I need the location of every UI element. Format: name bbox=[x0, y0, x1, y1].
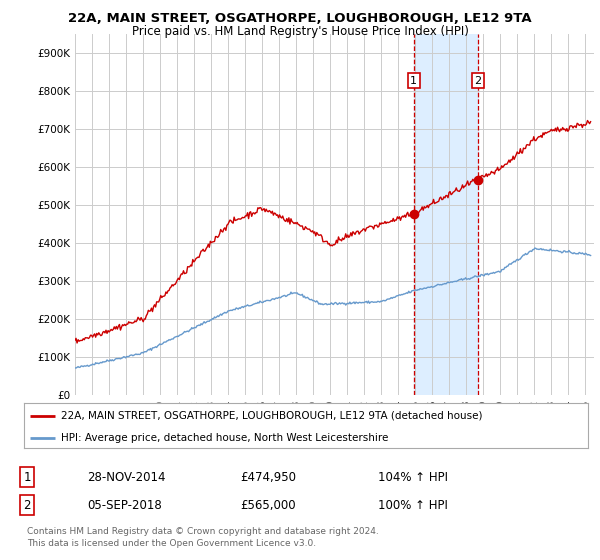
Text: 1: 1 bbox=[23, 470, 31, 484]
Text: 2: 2 bbox=[23, 498, 31, 512]
Text: 104% ↑ HPI: 104% ↑ HPI bbox=[378, 470, 448, 484]
Text: 2: 2 bbox=[475, 76, 482, 86]
Text: 05-SEP-2018: 05-SEP-2018 bbox=[87, 498, 162, 512]
Text: £565,000: £565,000 bbox=[240, 498, 296, 512]
Text: Contains HM Land Registry data © Crown copyright and database right 2024.
This d: Contains HM Land Registry data © Crown c… bbox=[27, 527, 379, 548]
Bar bbox=[414, 34, 478, 395]
Text: 22A, MAIN STREET, OSGATHORPE, LOUGHBOROUGH, LE12 9TA (detached house): 22A, MAIN STREET, OSGATHORPE, LOUGHBOROU… bbox=[61, 410, 482, 421]
Text: Price paid vs. HM Land Registry's House Price Index (HPI): Price paid vs. HM Land Registry's House … bbox=[131, 25, 469, 38]
Text: 22A, MAIN STREET, OSGATHORPE, LOUGHBOROUGH, LE12 9TA: 22A, MAIN STREET, OSGATHORPE, LOUGHBOROU… bbox=[68, 12, 532, 25]
Text: 28-NOV-2014: 28-NOV-2014 bbox=[87, 470, 166, 484]
Text: £474,950: £474,950 bbox=[240, 470, 296, 484]
Text: 1: 1 bbox=[410, 76, 417, 86]
Text: HPI: Average price, detached house, North West Leicestershire: HPI: Average price, detached house, Nort… bbox=[61, 433, 388, 443]
Text: 100% ↑ HPI: 100% ↑ HPI bbox=[378, 498, 448, 512]
